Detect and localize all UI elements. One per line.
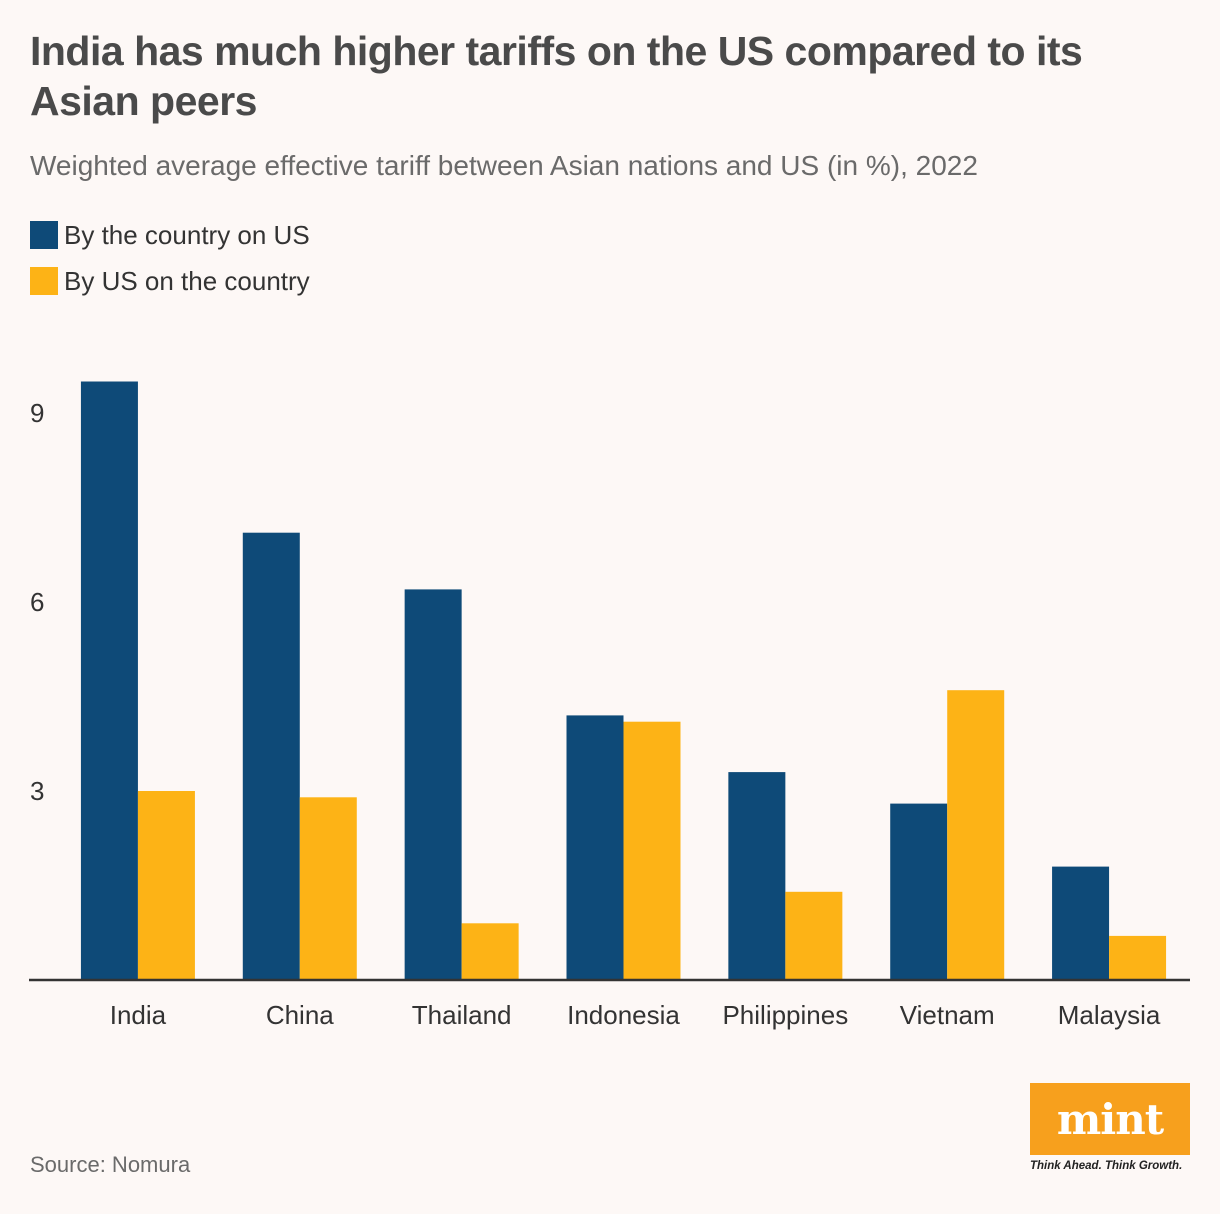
legend-label-country-on-us: By the country on US bbox=[64, 219, 310, 250]
x-tick-label-philippines: Philippines bbox=[722, 1000, 848, 1030]
x-tick-label-india: India bbox=[110, 1000, 167, 1030]
bar-china-country-on-us bbox=[242, 532, 300, 980]
bar-vietnam-us-on-country bbox=[947, 690, 1005, 980]
legend-item-country-on-us: By the country on US bbox=[30, 212, 310, 258]
bar-indonesia-country-on-us bbox=[566, 715, 624, 980]
bar-india-country-on-us bbox=[80, 381, 138, 980]
bar-thailand-us-on-country bbox=[461, 923, 519, 980]
bar-malaysia-us-on-country bbox=[1109, 935, 1167, 980]
y-tick-label-9: 9 bbox=[30, 398, 44, 428]
logo-wordmark: mint bbox=[1056, 1094, 1164, 1144]
y-ticks-group: 3 6 9 bbox=[30, 398, 44, 806]
source-note: Source: Nomura bbox=[30, 1152, 191, 1177]
x-tick-label-china: China bbox=[266, 1000, 334, 1030]
y-tick-label-3: 3 bbox=[30, 776, 44, 806]
x-tick-label-vietnam: Vietnam bbox=[900, 1000, 995, 1030]
bar-philippines-us-on-country bbox=[785, 891, 843, 980]
mint-logo: mint Think Ahead. Think Growth. bbox=[1030, 1083, 1190, 1172]
legend: By the country on US By US on the countr… bbox=[30, 212, 310, 304]
bar-indonesia-us-on-country bbox=[623, 721, 681, 980]
bar-malaysia-country-on-us bbox=[1052, 866, 1110, 980]
bar-china-us-on-country bbox=[299, 797, 357, 980]
x-tick-label-indonesia: Indonesia bbox=[567, 1000, 680, 1030]
x-ticks-group: India China Thailand Indonesia Philippines Vi… bbox=[110, 1000, 1161, 1030]
legend-swatch-country-on-us bbox=[30, 221, 58, 249]
chart-title: India has much higher tariffs on the US … bbox=[30, 28, 1083, 124]
logo-box: mint bbox=[1030, 1083, 1190, 1155]
logo-tagline: Think Ahead. Think Growth. bbox=[1030, 1160, 1183, 1172]
x-tick-label-thailand: Thailand bbox=[412, 1000, 512, 1030]
legend-item-us-on-country: By US on the country bbox=[30, 258, 310, 304]
legend-label-us-on-country: By US on the country bbox=[64, 265, 310, 296]
chart-subtitle: Weighted average effective tariff betwee… bbox=[30, 150, 978, 181]
legend-swatch-us-on-country bbox=[30, 267, 58, 295]
bars-group bbox=[80, 381, 1167, 980]
bar-thailand-country-on-us bbox=[404, 589, 462, 980]
x-tick-label-malaysia: Malaysia bbox=[1058, 1000, 1161, 1030]
bar-philippines-country-on-us bbox=[728, 772, 786, 980]
bar-vietnam-country-on-us bbox=[890, 803, 948, 980]
y-tick-label-6: 6 bbox=[30, 587, 44, 617]
bar-india-us-on-country bbox=[137, 791, 195, 980]
